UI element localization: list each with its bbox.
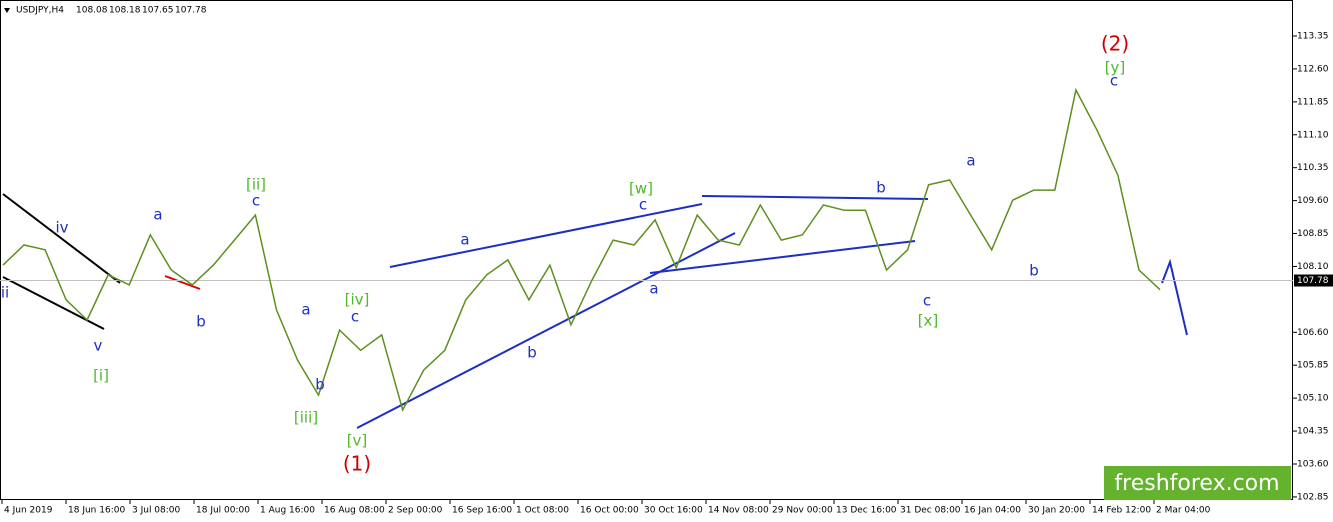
x-tick-label: 16 Jan 04:00: [964, 506, 1021, 516]
channel-line: [389, 203, 703, 268]
y-tick-label: 110.35: [1297, 163, 1329, 173]
channel-line: [701, 195, 929, 200]
symbol: USDJPY,H4: [16, 6, 64, 16]
wave-label: c: [923, 292, 931, 310]
x-tick-label: 1 Aug 16:00: [260, 506, 315, 516]
wave-label: [i]: [93, 367, 109, 385]
wave-label: v: [94, 337, 103, 355]
x-tick-label: 1 Oct 08:00: [516, 506, 569, 516]
y-tick-label: 108.10: [1297, 262, 1329, 272]
x-tick-label: 16 Oct 00:00: [580, 506, 639, 516]
wave-label: b: [876, 179, 886, 197]
wave-label: c: [351, 308, 359, 326]
wave-label: iv: [55, 219, 68, 237]
x-tick-label: 4 Jun 2019: [4, 506, 53, 516]
y-tick-label: 109.60: [1297, 196, 1329, 206]
wave-label: [iii]: [294, 409, 318, 427]
wave-label: b: [196, 313, 206, 331]
ohlc-value: 108.08: [76, 6, 108, 16]
x-tick-label: 2 Sep 00:00: [388, 506, 443, 516]
price-box: [1294, 274, 1333, 287]
wave-label: (2): [1101, 32, 1129, 56]
x-tick-label: 30 Jan 20:00: [1028, 506, 1085, 516]
y-tick-label: 103.60: [1297, 460, 1329, 470]
watermark-box: [1104, 466, 1291, 500]
x-tick-label: 13 Dec 16:00: [836, 506, 897, 516]
x-tick-label: 16 Sep 16:00: [452, 506, 512, 516]
y-tick-label: 108.85: [1297, 229, 1329, 239]
wave-label: c: [639, 196, 647, 214]
x-tick-label: 16 Aug 08:00: [324, 506, 385, 516]
x-tick-label: 30 Oct 16:00: [644, 506, 703, 516]
y-tick-label: 102.85: [1297, 492, 1329, 502]
y-tick-label: 111.10: [1297, 130, 1329, 140]
wave-label: [w]: [629, 180, 653, 198]
channel-line: [2, 193, 121, 284]
wave-label: [x]: [918, 312, 939, 330]
wave-label: b: [315, 376, 325, 394]
channel-line: [649, 240, 916, 274]
ohlc-value: 108.18: [109, 6, 141, 16]
wave-label: a: [966, 152, 975, 170]
watermark: freshforex.com: [1114, 471, 1279, 496]
wave-label: b: [1029, 262, 1039, 280]
x-tick-label: 18 Jun 16:00: [68, 506, 125, 516]
wave-label: c: [1110, 72, 1118, 90]
wave-label: a: [301, 301, 310, 319]
y-tick-label: 111.85: [1297, 97, 1329, 107]
wave-label: [ii]: [246, 176, 266, 194]
x-tick-label: 14 Feb 12:00: [1092, 506, 1151, 516]
wave-label: c: [252, 192, 260, 210]
wave-label: a: [460, 231, 469, 249]
channel-line: [164, 275, 201, 290]
y-tick-label: 112.60: [1297, 64, 1329, 74]
channel-line: [356, 232, 736, 429]
wave-label: a: [153, 206, 162, 224]
ohlc-value: 107.78: [175, 6, 207, 16]
y-tick-label: 106.60: [1297, 328, 1329, 338]
ohlc-value: 107.65: [142, 6, 174, 16]
wave-label: [v]: [347, 432, 368, 450]
wave-label: [y]: [1105, 59, 1126, 77]
plot-frame: [0, 0, 1293, 500]
menu-arrow: [4, 8, 10, 13]
wave-label: [iv]: [345, 291, 370, 309]
wave-label: a: [649, 280, 658, 298]
x-tick-label: 14 Nov 08:00: [708, 506, 769, 516]
x-tick-label: 3 Jul 08:00: [132, 506, 181, 516]
y-tick-label: 105.10: [1297, 394, 1329, 404]
wave-label: b: [527, 344, 537, 362]
wave-label: (1): [343, 452, 371, 476]
projection: [1161, 258, 1188, 336]
y-tick-label: 104.35: [1297, 427, 1329, 437]
price-label: 107.78: [1297, 276, 1329, 286]
price-line-series: [2, 87, 1161, 413]
x-tick-label: 29 Nov 00:00: [772, 506, 833, 516]
x-tick-label: 2 Mar 04:00: [1156, 506, 1211, 516]
trend-lines: [2, 193, 1188, 429]
x-tick-label: 31 Dec 08:00: [900, 506, 961, 516]
y-tick-label: 105.85: [1297, 361, 1329, 371]
y-tick-label: 113.35: [1297, 31, 1329, 41]
wave-label: ii: [1, 284, 9, 302]
x-tick-label: 18 Jul 00:00: [196, 506, 250, 516]
